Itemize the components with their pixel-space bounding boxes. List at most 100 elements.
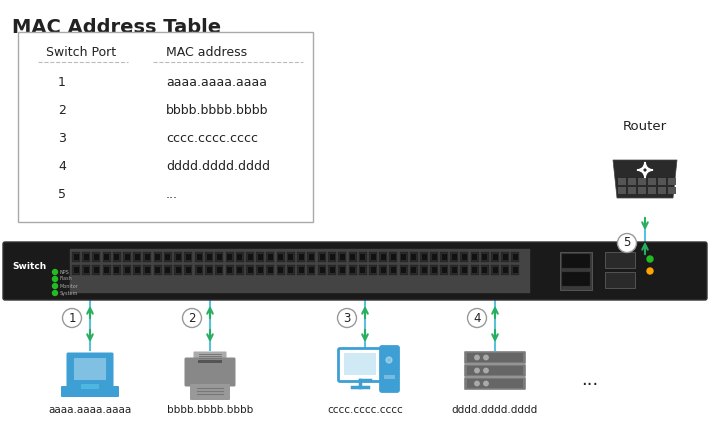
FancyBboxPatch shape [207, 267, 212, 273]
FancyBboxPatch shape [511, 265, 520, 275]
FancyBboxPatch shape [668, 178, 676, 185]
FancyBboxPatch shape [464, 377, 526, 390]
Circle shape [386, 357, 392, 363]
FancyBboxPatch shape [389, 265, 398, 275]
FancyBboxPatch shape [92, 265, 100, 275]
Text: 5: 5 [58, 187, 66, 200]
FancyBboxPatch shape [143, 252, 151, 262]
FancyBboxPatch shape [165, 254, 170, 260]
FancyBboxPatch shape [422, 254, 427, 260]
FancyBboxPatch shape [205, 252, 213, 262]
Circle shape [647, 256, 653, 262]
FancyBboxPatch shape [248, 267, 253, 273]
FancyBboxPatch shape [236, 252, 244, 262]
FancyBboxPatch shape [471, 252, 479, 262]
FancyBboxPatch shape [190, 384, 230, 400]
FancyBboxPatch shape [298, 254, 303, 260]
FancyBboxPatch shape [628, 178, 636, 185]
FancyBboxPatch shape [318, 265, 326, 275]
Text: dddd.dddd.dddd: dddd.dddd.dddd [452, 405, 538, 415]
Circle shape [53, 276, 58, 282]
FancyBboxPatch shape [369, 265, 377, 275]
FancyBboxPatch shape [278, 254, 283, 260]
FancyBboxPatch shape [103, 252, 111, 262]
FancyBboxPatch shape [460, 252, 469, 262]
FancyBboxPatch shape [329, 254, 334, 260]
FancyBboxPatch shape [194, 351, 226, 359]
FancyBboxPatch shape [215, 265, 224, 275]
FancyBboxPatch shape [411, 254, 416, 260]
FancyBboxPatch shape [401, 267, 406, 273]
Text: Monitor: Monitor [60, 283, 79, 289]
FancyBboxPatch shape [123, 265, 131, 275]
FancyBboxPatch shape [462, 267, 467, 273]
FancyBboxPatch shape [371, 254, 376, 260]
FancyBboxPatch shape [482, 267, 487, 273]
FancyBboxPatch shape [246, 265, 254, 275]
Circle shape [475, 355, 479, 360]
FancyBboxPatch shape [266, 252, 274, 262]
FancyBboxPatch shape [344, 353, 376, 375]
Text: System: System [60, 291, 78, 295]
Circle shape [53, 270, 58, 274]
FancyBboxPatch shape [84, 267, 89, 273]
FancyBboxPatch shape [432, 254, 437, 260]
FancyBboxPatch shape [81, 384, 99, 389]
Circle shape [647, 268, 653, 274]
FancyBboxPatch shape [471, 265, 479, 275]
FancyBboxPatch shape [74, 267, 79, 273]
FancyBboxPatch shape [195, 265, 203, 275]
FancyBboxPatch shape [360, 254, 366, 260]
FancyBboxPatch shape [320, 254, 324, 260]
FancyBboxPatch shape [440, 252, 448, 262]
FancyBboxPatch shape [648, 187, 656, 194]
FancyBboxPatch shape [432, 267, 437, 273]
Text: MAC address: MAC address [166, 46, 247, 58]
FancyBboxPatch shape [258, 267, 263, 273]
Text: aaaa.aaaa.aaaa: aaaa.aaaa.aaaa [48, 405, 131, 415]
FancyBboxPatch shape [268, 254, 273, 260]
FancyBboxPatch shape [84, 254, 89, 260]
FancyBboxPatch shape [114, 267, 119, 273]
FancyBboxPatch shape [175, 267, 180, 273]
Text: bbbb.bbbb.bbbb: bbbb.bbbb.bbbb [166, 104, 268, 117]
FancyBboxPatch shape [153, 265, 162, 275]
FancyBboxPatch shape [3, 242, 707, 300]
FancyBboxPatch shape [113, 252, 121, 262]
FancyBboxPatch shape [467, 366, 523, 375]
FancyBboxPatch shape [277, 265, 285, 275]
FancyBboxPatch shape [491, 265, 499, 275]
FancyBboxPatch shape [226, 252, 234, 262]
FancyBboxPatch shape [450, 252, 458, 262]
FancyBboxPatch shape [350, 254, 355, 260]
FancyBboxPatch shape [605, 272, 635, 288]
FancyBboxPatch shape [145, 267, 150, 273]
FancyBboxPatch shape [481, 265, 488, 275]
FancyBboxPatch shape [227, 254, 232, 260]
FancyBboxPatch shape [379, 265, 387, 275]
FancyBboxPatch shape [391, 254, 396, 260]
FancyBboxPatch shape [198, 360, 222, 363]
FancyBboxPatch shape [562, 272, 590, 286]
FancyBboxPatch shape [420, 265, 428, 275]
FancyBboxPatch shape [18, 32, 313, 222]
Text: 5: 5 [623, 237, 630, 249]
FancyBboxPatch shape [638, 178, 646, 185]
FancyBboxPatch shape [452, 267, 457, 273]
Circle shape [53, 291, 58, 295]
FancyBboxPatch shape [307, 252, 315, 262]
Text: aaaa.aaaa.aaaa: aaaa.aaaa.aaaa [166, 76, 267, 89]
FancyBboxPatch shape [288, 267, 293, 273]
FancyBboxPatch shape [114, 254, 119, 260]
FancyBboxPatch shape [197, 267, 202, 273]
FancyBboxPatch shape [297, 252, 305, 262]
Text: MAC Address Table: MAC Address Table [12, 18, 221, 37]
FancyBboxPatch shape [381, 254, 386, 260]
FancyBboxPatch shape [74, 358, 106, 380]
FancyBboxPatch shape [501, 265, 509, 275]
FancyBboxPatch shape [349, 265, 356, 275]
FancyBboxPatch shape [82, 252, 90, 262]
FancyBboxPatch shape [359, 265, 367, 275]
FancyBboxPatch shape [287, 265, 295, 275]
FancyBboxPatch shape [493, 254, 498, 260]
